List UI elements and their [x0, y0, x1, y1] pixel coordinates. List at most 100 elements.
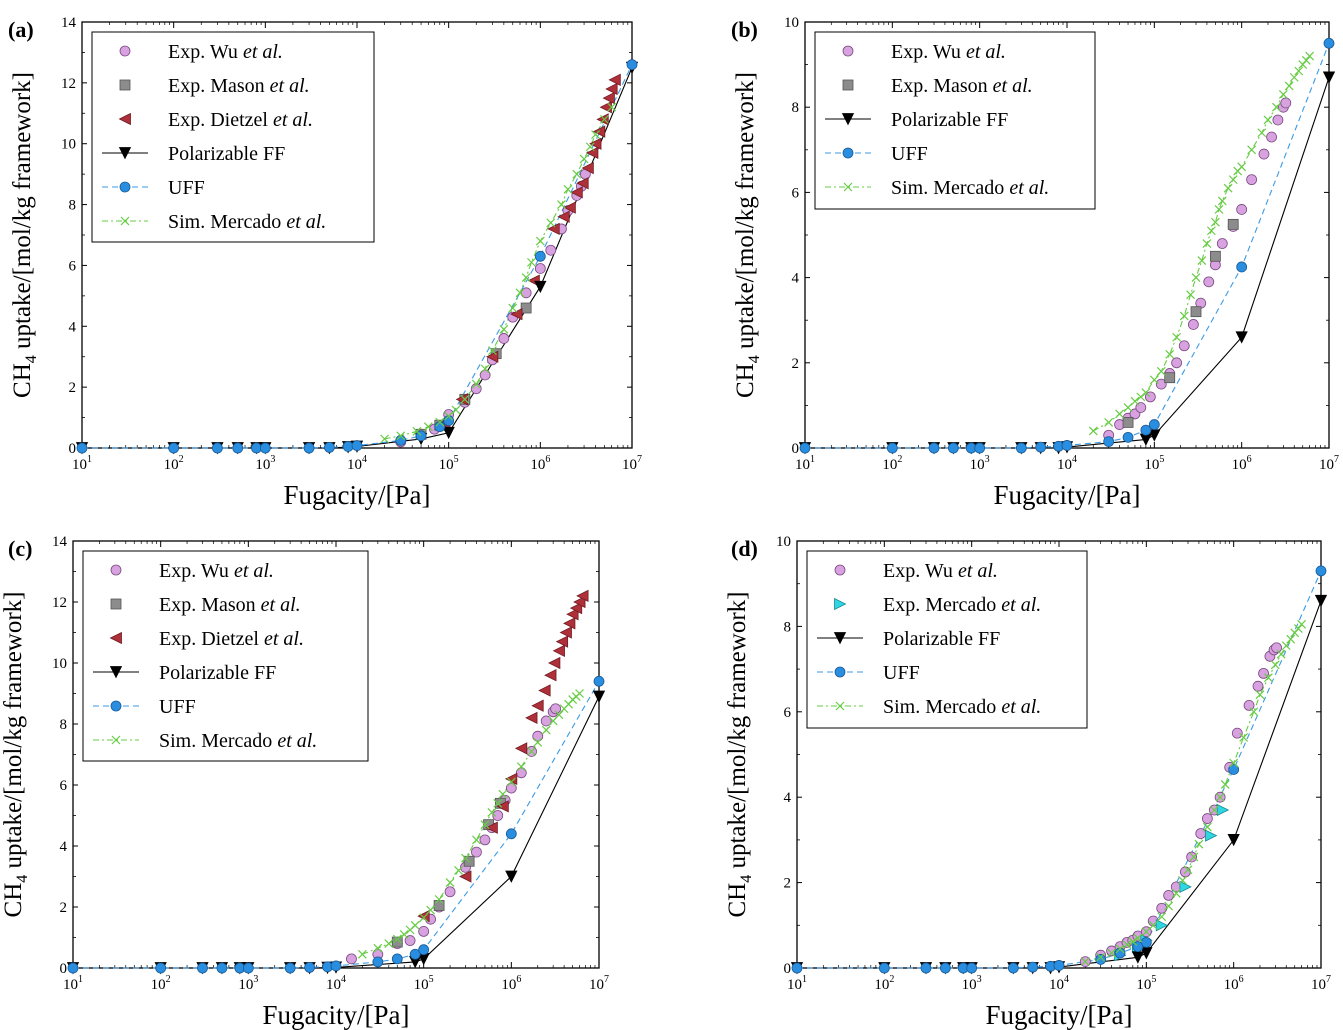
- data-point: [947, 442, 959, 454]
- legend-label: UFF: [891, 143, 928, 165]
- data-point: [581, 161, 594, 175]
- data-point: [1164, 901, 1174, 911]
- data-point: [1293, 624, 1303, 633]
- x-tick-label: 104: [347, 454, 367, 473]
- data-point: [480, 820, 490, 830]
- series-line-sim: [1085, 623, 1303, 963]
- data-point: [1148, 419, 1160, 430]
- legend-marker: [110, 700, 122, 712]
- x-tick-label: 101: [72, 454, 92, 473]
- series-line-sim: [384, 106, 613, 440]
- data-point: [591, 130, 600, 140]
- data-point: [1270, 660, 1280, 670]
- data-point: [1227, 834, 1240, 847]
- data-point: [155, 962, 167, 974]
- legend-label: Sim. Mercado et al.: [159, 730, 317, 752]
- data-point: [531, 699, 544, 712]
- data-point: [596, 113, 609, 126]
- legend-marker: [118, 147, 132, 160]
- data-point: [966, 962, 978, 974]
- legend-marker: [118, 112, 131, 126]
- legend-marker: [119, 181, 131, 193]
- y-tick-label: 6: [792, 185, 800, 201]
- data-point: [409, 948, 421, 960]
- data-point: [451, 405, 461, 415]
- data-point: [426, 905, 436, 915]
- data-point: [1171, 357, 1183, 369]
- data-point: [372, 956, 384, 968]
- data-point: [1281, 641, 1291, 651]
- data-point: [563, 184, 573, 194]
- x-tick-label: 105: [439, 454, 459, 473]
- data-point: [330, 960, 342, 972]
- legend-label: Sim. Mercado et al.: [883, 696, 1041, 718]
- data-point: [1205, 829, 1218, 842]
- data-point: [585, 142, 595, 152]
- x-tick-label: 101: [795, 454, 815, 473]
- panel-label: (b): [731, 17, 758, 42]
- legend-marker: [843, 182, 853, 192]
- legend-label: Sim. Mercado et al.: [891, 177, 1049, 199]
- data-point: [508, 303, 518, 313]
- series-line-sim: [362, 693, 580, 955]
- legend-label: UFF: [168, 177, 205, 199]
- x-tick-label: 107: [622, 454, 642, 473]
- data-layer: [798, 37, 1336, 455]
- data-point: [1156, 902, 1168, 914]
- legend-marker: [842, 45, 854, 57]
- data-point: [586, 146, 599, 159]
- x-tick-label: 103: [238, 974, 258, 993]
- data-point: [920, 962, 932, 974]
- y-tick-label: 10: [52, 656, 67, 672]
- data-layer: [66, 589, 606, 975]
- legend-marker: [834, 564, 846, 576]
- legend: Exp. Wu et al. Exp. Mercado et al. Polariz…: [806, 550, 1088, 729]
- legend-marker: [110, 564, 122, 576]
- legend-label: UFF: [159, 696, 196, 718]
- series-uff: [799, 37, 1335, 454]
- data-point: [1015, 442, 1027, 454]
- data-point: [442, 426, 455, 440]
- data-point: [168, 442, 180, 454]
- data-point: [444, 411, 454, 421]
- data-point: [540, 715, 552, 727]
- series-wu: [395, 168, 591, 448]
- data-point: [1165, 349, 1175, 359]
- data-point: [304, 961, 316, 973]
- data-point: [1209, 250, 1221, 262]
- data-point: [1095, 954, 1107, 965]
- data-point: [1163, 890, 1175, 901]
- x-tick-label: 102: [874, 974, 894, 993]
- data-point: [1096, 952, 1106, 962]
- data-point: [1286, 634, 1296, 644]
- data-point: [563, 201, 576, 214]
- series-mason: [415, 302, 532, 440]
- data-point: [514, 742, 528, 755]
- data-point: [1186, 851, 1198, 863]
- chart-panel-d: 0 2 4 6 8 10 101 102 103 104 105 106 107 Fugacity/[Pa…: [724, 534, 1331, 1030]
- series-line-uff: [73, 681, 600, 969]
- data-point: [1155, 919, 1169, 932]
- y-tick-label: 4: [792, 271, 800, 287]
- data-point: [1178, 876, 1187, 885]
- y-axis-label: CH4 uptake/[mol/kg framework]: [0, 592, 31, 918]
- series-line-uff: [805, 43, 1330, 449]
- data-point: [1202, 822, 1212, 832]
- data-point: [1216, 803, 1230, 817]
- data-point: [1080, 957, 1090, 967]
- legend-marker: [119, 79, 131, 91]
- y-tick-label: 0: [69, 441, 77, 457]
- data-point: [573, 595, 586, 609]
- data-point: [527, 747, 536, 756]
- data-point: [1305, 51, 1315, 61]
- data-point: [626, 59, 638, 70]
- data-point: [1133, 933, 1143, 943]
- data-point: [433, 900, 445, 911]
- data-point: [608, 73, 621, 86]
- data-point: [434, 894, 444, 904]
- legend-label: Exp. Dietzel et al.: [168, 109, 313, 131]
- data-point: [552, 644, 565, 657]
- series-wu: [1103, 97, 1292, 441]
- series-line-uff: [797, 570, 1322, 969]
- data-point: [532, 730, 544, 742]
